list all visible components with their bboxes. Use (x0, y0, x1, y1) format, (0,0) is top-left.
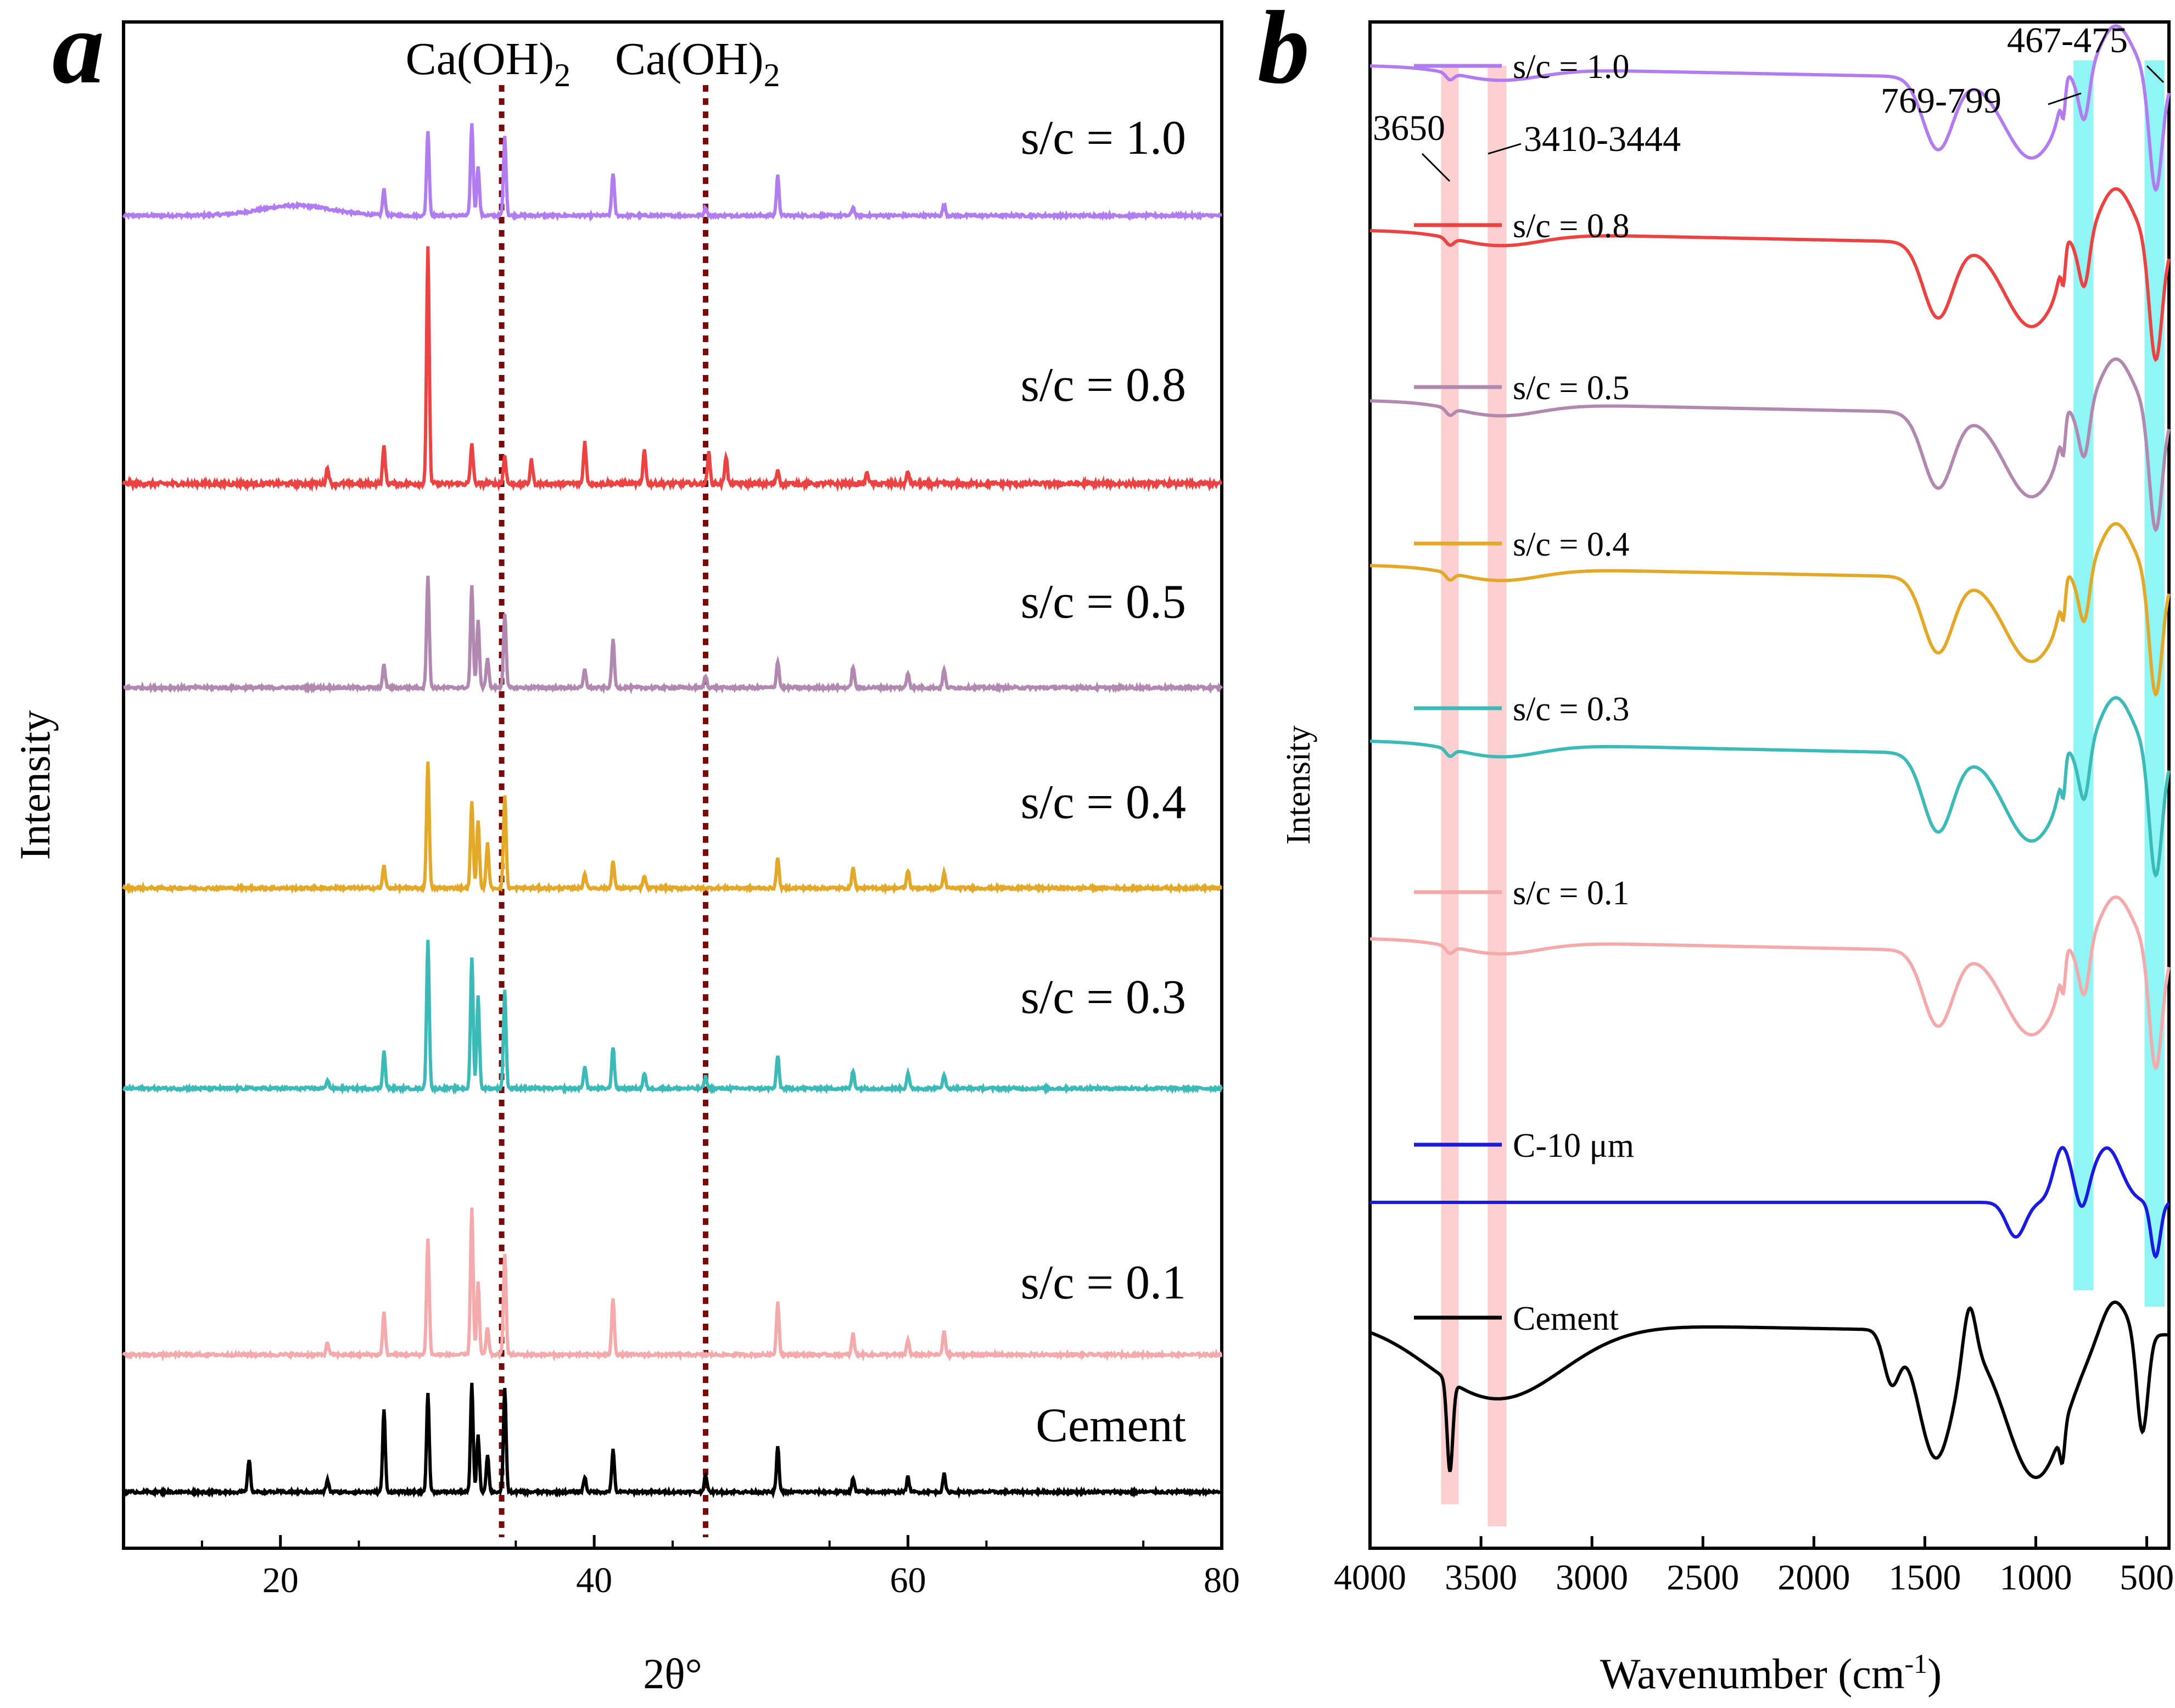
ftir-series-line (1370, 187, 2171, 362)
ftir-series-line (1369, 24, 2171, 192)
panel-a-ylabel: Intensity (11, 710, 59, 860)
panel-b: b s/c = 1.0 s/c = 0.8 s/c = 0.5 s/c = 0.4 s/… (1257, 0, 2174, 1698)
panel-a: a Ca(OH)2 Ca(OH)2 s/c = 1.0 s/c = 0.8 s/c =… (11, 0, 1240, 1698)
x-tick-label: 60 (890, 1560, 926, 1600)
xrd-series-label: Cement (1036, 1399, 1186, 1452)
x-tick-label: 80 (1204, 1560, 1240, 1600)
band-annotation: 769-799 (1881, 81, 2001, 121)
xrd-series-label: s/c = 1.0 (1021, 111, 1186, 165)
legend-entry: s/c = 0.3 (1513, 691, 1629, 728)
ftir-series-line (1370, 357, 2171, 533)
annotation-arrow (1488, 143, 1522, 155)
xrd-series-label: s/c = 0.3 (1021, 971, 1186, 1024)
ftir-series-line (1369, 1300, 2169, 1480)
xrd-series-label: s/c = 0.8 (1021, 359, 1186, 412)
xrd-series-line (122, 939, 1223, 1095)
xrd-series-line (122, 1207, 1223, 1362)
band-annotation: 3650 (1373, 108, 1445, 148)
annotation-arrow (2146, 65, 2165, 83)
x-tick-label: 1500 (1888, 1558, 1961, 1598)
ftir-series-line (1370, 696, 2171, 878)
highlight-band (1488, 66, 1507, 1526)
band-annotation: 467-475 (2007, 20, 2128, 60)
x-tick-label: 2500 (1667, 1558, 1739, 1598)
ftir-series-line (1370, 1146, 2170, 1259)
legend-entry: C-10 μm (1513, 1127, 1634, 1164)
panel-a-letter: a (52, 0, 104, 105)
band-annotation: 3410-3444 (1524, 119, 1681, 159)
xrd-series-line (122, 246, 1223, 492)
xrd-series-line (122, 123, 1222, 222)
x-tick-label: 3000 (1556, 1558, 1628, 1598)
xrd-series-label: s/c = 0.5 (1021, 575, 1186, 629)
ftir-series-line (1370, 522, 2171, 697)
panel-b-xlabel: Wavenumber (cm-1) (1600, 1648, 1942, 1698)
x-tick-label: 20 (262, 1560, 299, 1600)
annotation-arrow (1421, 153, 1451, 182)
x-tick-label: 4000 (1334, 1558, 1406, 1598)
highlight-band (1441, 66, 1459, 1504)
x-tick-label: 500 (2120, 1558, 2174, 1598)
x-tick-label: 40 (576, 1560, 612, 1600)
annotation-arrow (2048, 92, 2082, 105)
xrd-series-label: s/c = 0.4 (1021, 776, 1186, 829)
legend-entry: s/c = 0.5 (1513, 369, 1629, 407)
xrd-series-line (122, 1382, 1223, 1499)
panel-a-xlabel: 2θ° (643, 1650, 702, 1698)
panel-b-ylabel: Intensity (1280, 726, 1317, 845)
x-tick-label: 3500 (1445, 1558, 1517, 1598)
x-tick-label: 1000 (2000, 1558, 2072, 1598)
panel-b-letter: b (1257, 0, 1310, 105)
xrd-series-line (123, 575, 1223, 695)
legend-entry: s/c = 0.8 (1513, 208, 1629, 245)
xrd-series-line (122, 761, 1222, 895)
legend-entry: Cement (1513, 1300, 1619, 1337)
ftir-series-line (1370, 895, 2171, 1071)
caoh2-label: Ca(OH)2 (615, 33, 780, 93)
legend-entry: s/c = 0.4 (1513, 526, 1629, 563)
x-tick-label: 2000 (1777, 1558, 1850, 1598)
legend-entry: s/c = 1.0 (1513, 48, 1629, 86)
caoh2-label: Ca(OH)2 (406, 33, 571, 93)
xrd-series-label: s/c = 0.1 (1021, 1256, 1186, 1309)
panel-b-frame (1368, 20, 2171, 1550)
legend-entry: s/c = 0.1 (1513, 875, 1629, 912)
